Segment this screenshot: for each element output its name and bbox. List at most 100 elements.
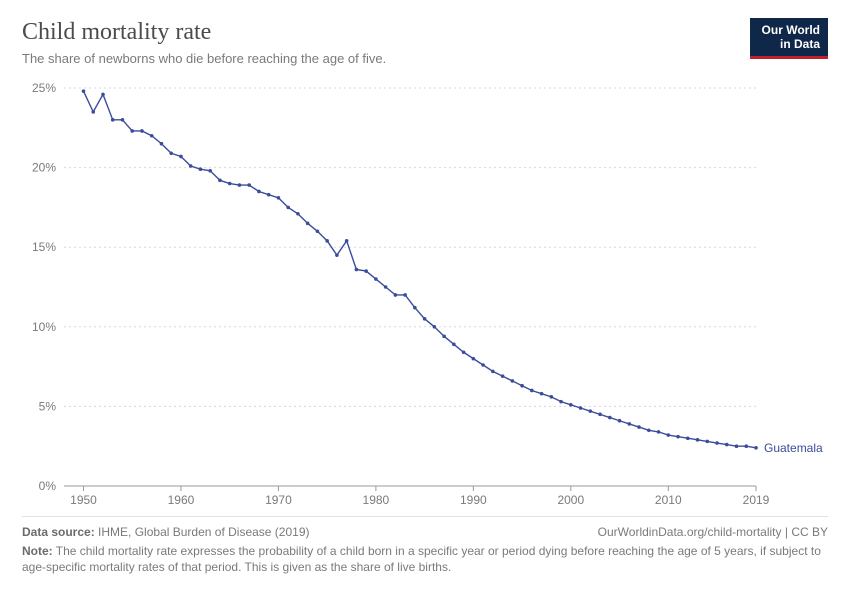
source-label: Data source: <box>22 525 95 539</box>
series-marker <box>384 285 388 289</box>
series-marker <box>121 118 125 122</box>
series-marker <box>394 293 398 297</box>
series-marker <box>462 350 466 354</box>
series-marker <box>199 167 203 171</box>
series-marker <box>267 193 271 197</box>
owid-logo: Our World in Data <box>750 18 828 59</box>
series-marker <box>423 317 427 321</box>
series-marker <box>744 444 748 448</box>
series-marker <box>598 412 602 416</box>
y-tick-label: 25% <box>32 81 56 95</box>
series-marker <box>530 388 534 392</box>
x-tick-label: 1960 <box>168 493 195 507</box>
series-marker <box>491 369 495 373</box>
series-marker <box>355 267 359 271</box>
series-marker <box>286 205 290 209</box>
series-marker <box>247 183 251 187</box>
series-marker <box>511 379 515 383</box>
series-label: Guatemala <box>764 441 823 455</box>
series-marker <box>559 400 563 404</box>
chart-container: Child mortality rate The share of newbor… <box>0 0 850 600</box>
series-marker <box>179 154 183 158</box>
series-marker <box>442 334 446 338</box>
logo-line2: in Data <box>758 38 820 52</box>
series-marker <box>345 239 349 243</box>
series-marker <box>637 425 641 429</box>
title-block: Child mortality rate The share of newbor… <box>22 18 750 66</box>
series-marker <box>686 436 690 440</box>
series-marker <box>754 446 758 450</box>
chart-area: 0%5%10%15%20%25%195019601970198019902000… <box>22 80 828 510</box>
series-marker <box>472 357 476 361</box>
attribution: OurWorldinData.org/child-mortality | CC … <box>598 525 828 539</box>
series-marker <box>452 342 456 346</box>
logo-line1: Our World <box>758 24 820 38</box>
series-marker <box>481 363 485 367</box>
series-marker <box>715 441 719 445</box>
y-tick-label: 10% <box>32 320 56 334</box>
x-tick-label: 2000 <box>557 493 584 507</box>
series-marker <box>140 129 144 133</box>
series-marker <box>91 110 95 114</box>
footer-link: OurWorldinData.org/child-mortality <box>598 525 782 539</box>
series-marker <box>413 306 417 310</box>
series-marker <box>705 439 709 443</box>
series-marker <box>364 269 368 273</box>
series-marker <box>335 253 339 257</box>
series-marker <box>501 374 505 378</box>
series-marker <box>657 430 661 434</box>
series-marker <box>306 221 310 225</box>
series-marker <box>111 118 115 122</box>
header: Child mortality rate The share of newbor… <box>22 18 828 66</box>
series-marker <box>374 277 378 281</box>
series-marker <box>433 325 437 329</box>
footer-row: Data source: IHME, Global Burden of Dise… <box>22 525 828 539</box>
series-marker <box>403 293 407 297</box>
x-tick-label: 1970 <box>265 493 292 507</box>
y-tick-label: 0% <box>39 479 57 493</box>
chart-svg: 0%5%10%15%20%25%195019601970198019902000… <box>22 80 828 510</box>
series-marker <box>725 443 729 447</box>
series-marker <box>208 169 212 173</box>
note-text: The child mortality rate expresses the p… <box>22 544 821 574</box>
series-marker <box>189 164 193 168</box>
series-marker <box>520 384 524 388</box>
source-text: IHME, Global Burden of Disease (2019) <box>98 525 309 539</box>
series-marker <box>608 416 612 420</box>
series-marker <box>325 239 329 243</box>
x-tick-label: 1950 <box>70 493 97 507</box>
series-marker <box>618 419 622 423</box>
x-tick-label: 1990 <box>460 493 487 507</box>
series-marker <box>647 428 651 432</box>
series-marker <box>277 196 281 200</box>
series-marker <box>228 182 232 186</box>
y-tick-label: 20% <box>32 160 56 174</box>
series-marker <box>296 212 300 216</box>
series-marker <box>169 151 173 155</box>
x-tick-label: 2010 <box>655 493 682 507</box>
license: CC BY <box>791 525 828 539</box>
series-marker <box>238 183 242 187</box>
footer: Data source: IHME, Global Burden of Dise… <box>22 516 828 575</box>
source-block: Data source: IHME, Global Burden of Dise… <box>22 525 309 539</box>
note-label: Note: <box>22 544 53 558</box>
chart-subtitle: The share of newborns who die before rea… <box>22 51 750 66</box>
series-marker <box>257 189 261 193</box>
y-tick-label: 5% <box>39 399 57 413</box>
series-marker <box>130 129 134 133</box>
series-marker <box>676 435 680 439</box>
series-marker <box>160 142 164 146</box>
series-marker <box>101 92 105 96</box>
series-marker <box>550 395 554 399</box>
series-marker <box>150 134 154 138</box>
series-marker <box>316 229 320 233</box>
x-tick-label: 2019 <box>743 493 770 507</box>
y-tick-label: 15% <box>32 240 56 254</box>
series-line <box>83 91 756 448</box>
series-marker <box>666 433 670 437</box>
series-marker <box>735 444 739 448</box>
series-marker <box>579 406 583 410</box>
series-marker <box>540 392 544 396</box>
note-block: Note: The child mortality rate expresses… <box>22 543 828 575</box>
series-marker <box>589 409 593 413</box>
